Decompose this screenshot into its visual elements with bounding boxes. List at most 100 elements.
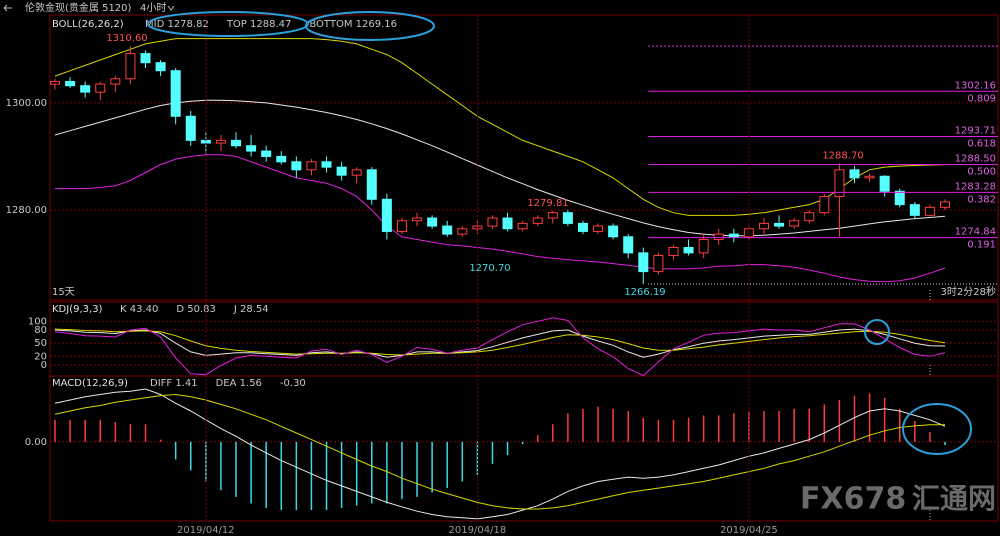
y-tick-label: 80 <box>34 325 47 336</box>
candle-body <box>215 139 226 144</box>
candle-body <box>185 115 196 141</box>
candle-body <box>427 217 438 227</box>
watermark-brand: FX678 <box>800 482 906 517</box>
indicator-label: KDJ(9,3,3) <box>52 304 103 315</box>
candle-body <box>532 217 543 224</box>
candle-body <box>894 190 905 206</box>
candle-body <box>502 217 513 230</box>
x-tick-label: 2019/04/18 <box>449 525 507 536</box>
price-annotation: 1270.70 <box>469 263 510 274</box>
watermark-site: 汇通网 <box>912 482 996 515</box>
candle-body <box>442 225 453 235</box>
y-tick-label: 50 <box>34 338 47 349</box>
period-tab[interactable]: 4小时 <box>140 2 166 14</box>
candle-body <box>683 247 694 254</box>
candle-body <box>698 238 709 254</box>
y-tick-label: 0 <box>41 360 47 371</box>
candle-body <box>623 236 634 254</box>
candle-body <box>819 196 830 214</box>
price-annotation: 1279.81 <box>527 198 568 209</box>
candle-body <box>487 217 498 227</box>
main-panel-border <box>49 14 999 301</box>
candle-body <box>306 161 317 171</box>
candle-body <box>457 228 468 235</box>
plot: 1300.00 1280.00 BOLL(26,26,2) MID 1278.82 TO… <box>6 15 998 536</box>
candle-body <box>940 201 950 208</box>
fib-ratio-label: 0.500 <box>967 166 996 177</box>
price-annotation: 1310.60 <box>106 33 147 44</box>
candle-body <box>261 150 272 157</box>
candle-body <box>547 212 558 219</box>
fib-price-label: 1274.84 <box>955 227 996 238</box>
candle-body <box>804 212 815 222</box>
candle-body <box>125 53 136 80</box>
candle-body <box>155 62 166 72</box>
fib-ratio-label: 0.382 <box>967 194 996 205</box>
indicator-line <box>54 317 946 377</box>
candle-body <box>246 145 257 152</box>
candle-body <box>758 222 769 230</box>
macd-panel-border <box>49 375 999 522</box>
candle-body <box>517 222 528 230</box>
instrument-title: 伦敦金现(贵金属 5120) <box>25 1 132 14</box>
candle-body <box>291 161 302 171</box>
legend-entry: DEA 1.56 <box>216 378 262 389</box>
highlight-oval <box>305 11 435 41</box>
fib-price-label: 1302.16 <box>955 80 996 91</box>
candle-body <box>638 252 649 273</box>
fib-ratio-label: 0.191 <box>967 240 996 251</box>
highlight-oval <box>902 403 972 455</box>
legend-entry: BOTTOM 1269.16 <box>309 19 397 30</box>
candle-body <box>713 233 724 240</box>
x-tick-label: 2019/04/25 <box>720 525 778 536</box>
candle-body <box>668 247 679 257</box>
fib-ratio-label: 0.618 <box>967 139 996 150</box>
dropdown-icon[interactable] <box>167 5 175 11</box>
fib-price-label: 1288.50 <box>955 153 996 164</box>
y-tick-label: 1280.00 <box>6 205 47 216</box>
y-tick-label: 0.00 <box>25 437 47 448</box>
legend-entry: MID 1278.82 <box>145 19 209 30</box>
candle-body <box>276 155 287 163</box>
y-tick-label: 20 <box>34 351 47 362</box>
candle-body <box>412 217 423 222</box>
candle-body <box>593 225 604 232</box>
legend-entry: K 43.40 <box>120 304 158 315</box>
candle-body <box>366 169 377 200</box>
candle-body <box>321 161 332 168</box>
indicator-line <box>54 328 946 358</box>
indicator-line <box>55 154 946 283</box>
candle-body <box>170 70 181 117</box>
back-icon[interactable] <box>3 4 12 12</box>
price-annotation: 1288.70 <box>822 150 863 161</box>
legend-entry: TOP 1288.47 <box>226 19 292 30</box>
fib-ratio-label: 0.809 <box>967 93 996 104</box>
candle-body <box>140 53 151 64</box>
indicator-line <box>54 99 946 237</box>
span-label: 15天 <box>52 287 75 298</box>
candle-body <box>864 175 875 179</box>
candle-body <box>789 220 800 227</box>
price-annotation: 1266.19 <box>624 287 665 298</box>
candle-body <box>834 169 845 198</box>
x-tick-label: 2019/04/12 <box>177 525 235 536</box>
candle-body <box>909 204 920 216</box>
candle-body <box>50 80 60 85</box>
candle-body <box>577 222 588 232</box>
legend-entry: DIFF 1.41 <box>150 378 198 389</box>
candle-body <box>95 83 106 93</box>
y-tick-label: 1300.00 <box>6 98 47 109</box>
candle-body <box>924 206 935 216</box>
indicator-label: BOLL(26,26,2) <box>52 19 124 30</box>
candle-body <box>396 220 407 232</box>
legend-entry: D 50.83 <box>176 304 216 315</box>
candle-body <box>351 169 362 176</box>
countdown-label: 3时2分28秒 <box>941 285 996 298</box>
indicator-line <box>54 38 946 216</box>
legend-entry: -0.30 <box>280 378 306 389</box>
candle-body <box>65 80 76 87</box>
indicator-line <box>54 393 946 510</box>
candle-body <box>336 166 347 176</box>
